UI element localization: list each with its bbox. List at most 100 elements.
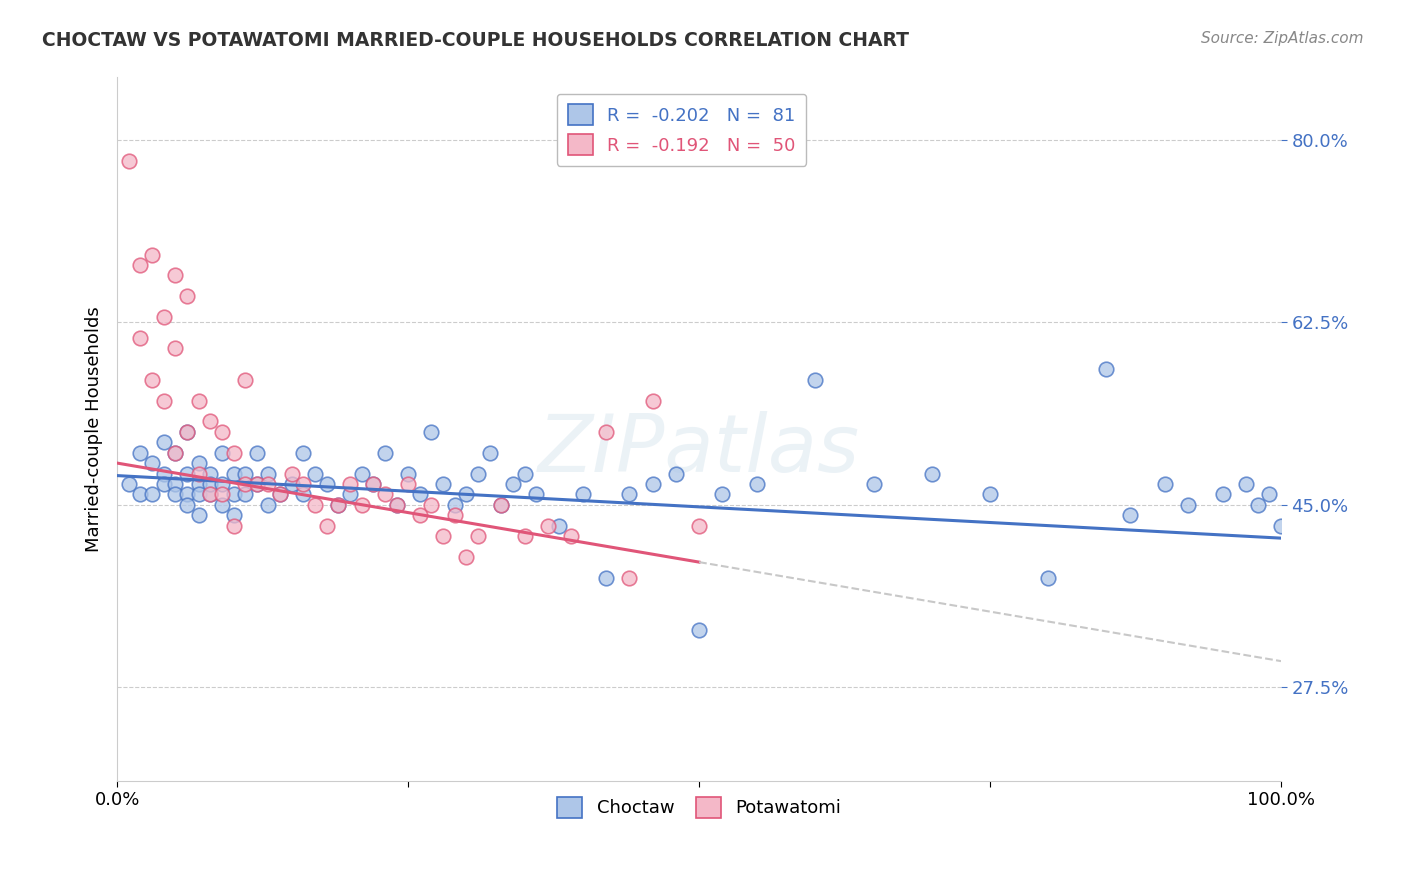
Point [281,467,304,481]
Y-axis label: Married-couple Households: Married-couple Households [86,306,103,552]
Point [176,467,198,481]
Point [141,487,163,501]
Point [304,498,326,512]
Point [420,425,443,439]
Point [222,508,245,523]
Point [1153,477,1175,491]
Point [537,518,560,533]
Point [269,487,291,501]
Point [595,571,617,585]
Point [491,498,513,512]
Point [257,498,280,512]
Point [443,498,465,512]
Point [513,529,536,543]
Point [211,425,233,439]
Point [176,425,198,439]
Point [141,373,163,387]
Point [1247,498,1270,512]
Point [152,393,174,408]
Point [176,487,198,501]
Point [328,498,350,512]
Point [233,477,256,491]
Point [165,445,187,459]
Point [804,373,827,387]
Point [129,331,152,345]
Point [571,487,593,501]
Point [257,467,280,481]
Point [315,518,337,533]
Point [292,487,315,501]
Point [176,289,198,303]
Point [1212,487,1234,501]
Point [374,445,396,459]
Point [222,445,245,459]
Point [269,487,291,501]
Point [641,393,664,408]
Point [862,477,884,491]
Point [979,487,1001,501]
Point [560,529,582,543]
Point [211,498,233,512]
Point [1258,487,1281,501]
Point [281,477,304,491]
Point [1038,571,1060,585]
Point [222,467,245,481]
Point [478,445,501,459]
Legend: Choctaw, Potawatomi: Choctaw, Potawatomi [550,789,849,825]
Point [141,247,163,261]
Text: CHOCTAW VS POTAWATOMI MARRIED-COUPLE HOUSEHOLDS CORRELATION CHART: CHOCTAW VS POTAWATOMI MARRIED-COUPLE HOU… [42,31,910,50]
Point [1119,508,1142,523]
Point [233,467,256,481]
Point [246,477,269,491]
Point [165,342,187,356]
Point [118,477,141,491]
Point [339,487,361,501]
Point [688,518,710,533]
Point [200,487,222,501]
Point [467,467,489,481]
Point [187,456,209,470]
Point [304,467,326,481]
Point [165,487,187,501]
Point [176,425,198,439]
Point [165,445,187,459]
Point [187,467,209,481]
Point [396,467,419,481]
Point [396,477,419,491]
Point [595,425,617,439]
Point [211,477,233,491]
Point [129,487,152,501]
Point [619,571,641,585]
Point [176,498,198,512]
Point [129,258,152,272]
Point [152,467,174,481]
Point [467,529,489,543]
Point [747,477,769,491]
Point [292,445,315,459]
Point [200,467,222,481]
Point [409,487,432,501]
Point [141,456,163,470]
Point [443,508,465,523]
Point [129,445,152,459]
Point [548,518,571,533]
Point [456,549,478,564]
Point [456,487,478,501]
Point [165,477,187,491]
Point [1177,498,1199,512]
Point [246,477,269,491]
Point [187,477,209,491]
Point [641,477,664,491]
Point [420,498,443,512]
Point [233,373,256,387]
Point [339,477,361,491]
Point [361,477,384,491]
Point [211,487,233,501]
Point [328,498,350,512]
Point [118,153,141,168]
Point [374,487,396,501]
Point [385,498,408,512]
Point [211,445,233,459]
Point [665,467,688,481]
Point [152,477,174,491]
